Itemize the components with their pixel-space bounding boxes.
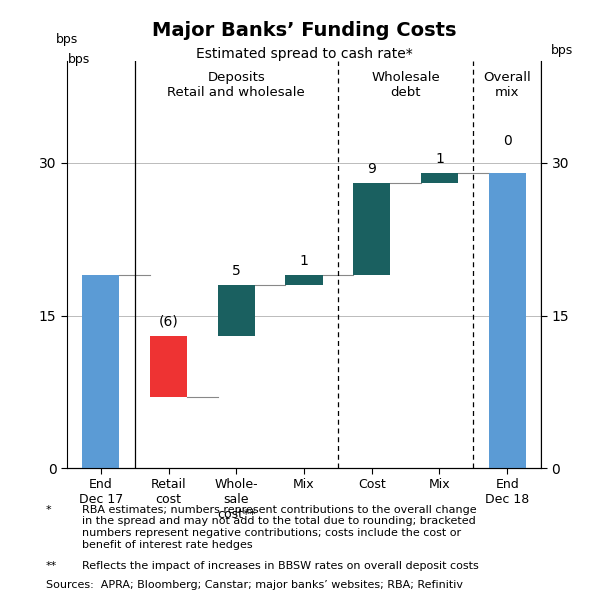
Bar — [218, 285, 255, 336]
Text: 1: 1 — [435, 152, 444, 166]
Bar — [285, 275, 323, 285]
Text: RBA estimates; numbers represent contributions to the overall change
in the spre: RBA estimates; numbers represent contrib… — [82, 505, 477, 550]
Text: *: * — [46, 505, 51, 515]
Text: (6): (6) — [159, 315, 178, 329]
Text: **: ** — [46, 561, 57, 571]
Text: Wholesale
debt: Wholesale debt — [371, 72, 440, 99]
Text: Overall
mix: Overall mix — [483, 72, 531, 99]
Text: Sources:  APRA; Bloomberg; Canstar; major banks’ websites; RBA; Refinitiv: Sources: APRA; Bloomberg; Canstar; major… — [46, 580, 463, 590]
Text: 1: 1 — [300, 254, 308, 267]
Text: Estimated spread to cash rate*: Estimated spread to cash rate* — [196, 47, 412, 61]
Bar — [421, 173, 458, 183]
Text: bps: bps — [56, 33, 78, 46]
Bar — [82, 275, 119, 468]
Bar — [353, 184, 390, 275]
Bar — [489, 173, 526, 468]
Text: bps: bps — [551, 44, 573, 57]
Text: 9: 9 — [367, 162, 376, 176]
Text: Deposits
Retail and wholesale: Deposits Retail and wholesale — [167, 72, 305, 99]
Bar — [150, 336, 187, 397]
Text: bps: bps — [68, 53, 91, 66]
Text: Reflects the impact of increases in BBSW rates on overall deposit costs: Reflects the impact of increases in BBSW… — [82, 561, 479, 571]
Text: 5: 5 — [232, 264, 241, 278]
Text: Major Banks’ Funding Costs: Major Banks’ Funding Costs — [152, 21, 456, 40]
Text: 0: 0 — [503, 133, 511, 147]
